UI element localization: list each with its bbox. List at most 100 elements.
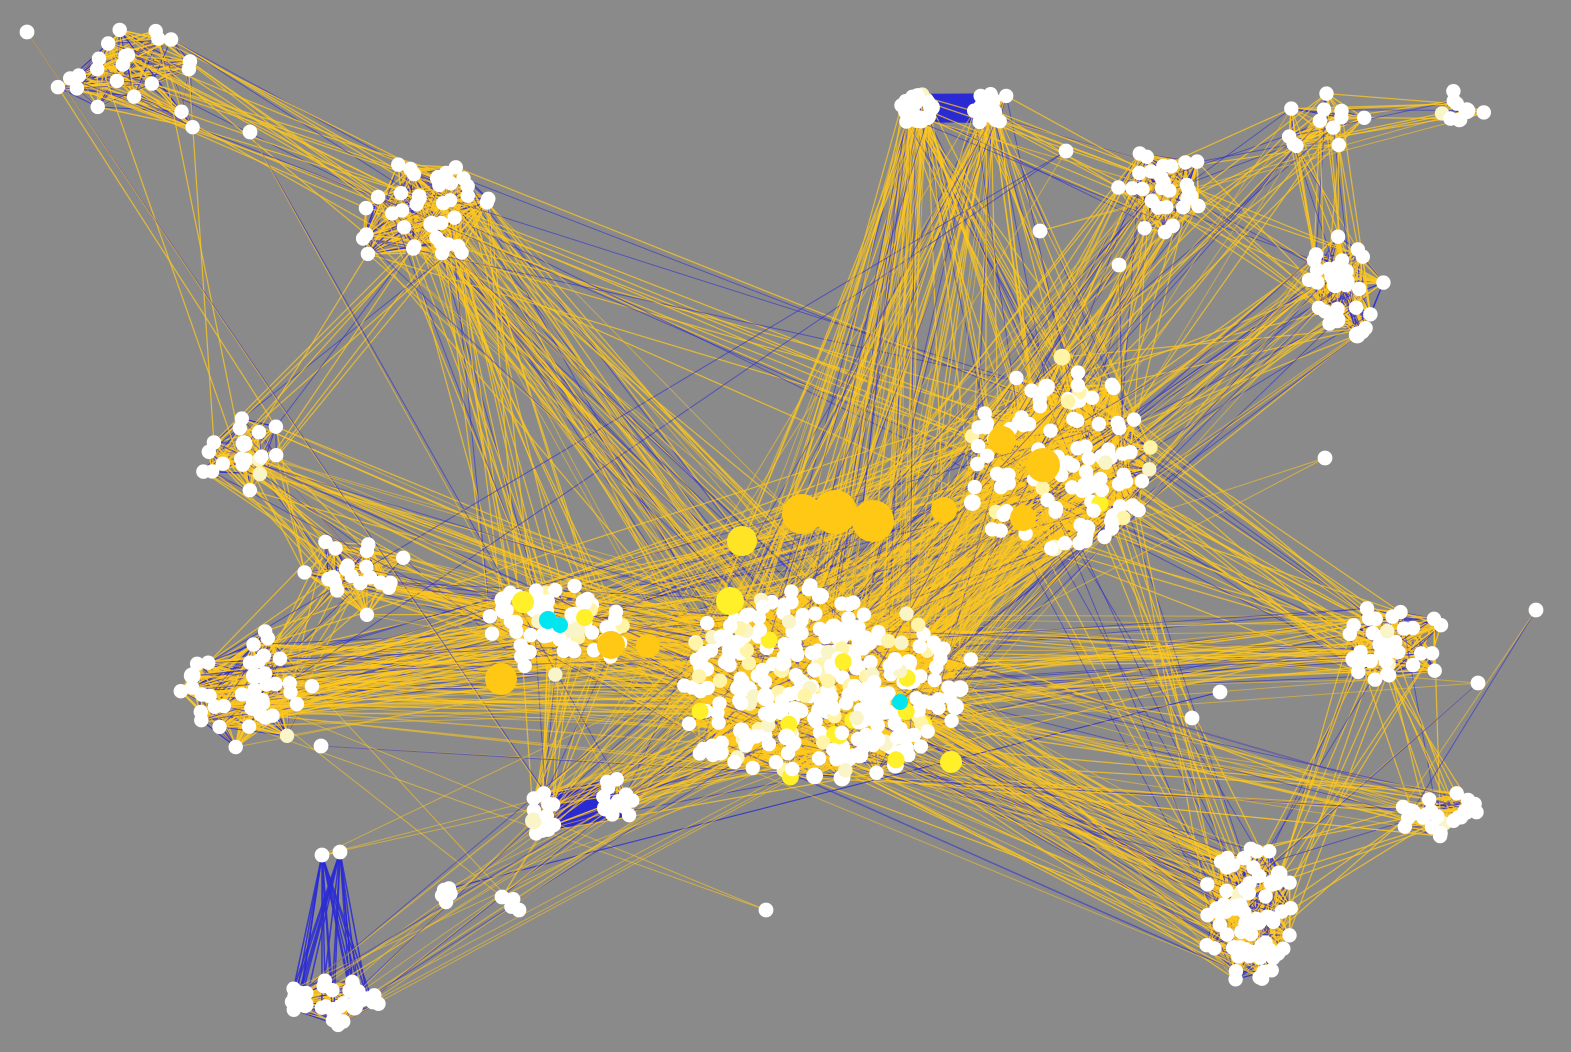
graph-node[interactable] bbox=[1091, 416, 1107, 432]
graph-node[interactable] bbox=[454, 245, 469, 260]
graph-node[interactable] bbox=[733, 671, 748, 686]
graph-node[interactable] bbox=[1231, 949, 1246, 964]
graph-node[interactable] bbox=[1162, 183, 1177, 198]
graph-node[interactable] bbox=[1064, 480, 1080, 495]
graph-node[interactable] bbox=[727, 754, 742, 770]
graph-node[interactable] bbox=[1057, 536, 1073, 551]
graph-node[interactable] bbox=[1048, 501, 1064, 516]
graph-node[interactable] bbox=[814, 588, 829, 603]
graph-node[interactable] bbox=[1312, 113, 1328, 128]
graph-node[interactable] bbox=[109, 73, 125, 89]
graph-node[interactable] bbox=[216, 698, 232, 714]
graph-node[interactable] bbox=[1284, 101, 1299, 116]
graph-node[interactable] bbox=[1104, 513, 1119, 529]
graph-node[interactable] bbox=[1415, 810, 1431, 825]
graph-node[interactable] bbox=[1351, 664, 1366, 680]
graph-node[interactable] bbox=[183, 667, 201, 685]
graph-node[interactable] bbox=[887, 751, 905, 769]
graph-node[interactable] bbox=[1104, 377, 1120, 392]
graph-node[interactable] bbox=[596, 789, 611, 804]
graph-node[interactable] bbox=[781, 614, 797, 629]
graph-node[interactable] bbox=[1112, 420, 1127, 436]
graph-node[interactable] bbox=[849, 710, 864, 726]
graph-node[interactable] bbox=[1009, 370, 1024, 386]
graph-node[interactable] bbox=[944, 713, 959, 728]
graph-node[interactable] bbox=[917, 110, 933, 126]
graph-node[interactable] bbox=[746, 689, 762, 704]
graph-node[interactable] bbox=[204, 464, 220, 479]
graph-node[interactable] bbox=[1241, 885, 1257, 901]
graph-node[interactable] bbox=[1243, 926, 1259, 942]
graph-node[interactable] bbox=[608, 611, 623, 626]
graph-node[interactable] bbox=[112, 22, 127, 38]
graph-node[interactable] bbox=[228, 739, 243, 755]
graph-node[interactable] bbox=[494, 889, 510, 905]
graph-node[interactable] bbox=[247, 682, 262, 698]
graph-node[interactable] bbox=[1264, 963, 1279, 978]
graph-node[interactable] bbox=[201, 444, 216, 459]
graph-node[interactable] bbox=[575, 593, 593, 611]
graph-node[interactable] bbox=[808, 606, 823, 621]
graph-node[interactable] bbox=[825, 618, 842, 636]
graph-node[interactable] bbox=[1335, 276, 1350, 291]
graph-node[interactable] bbox=[869, 765, 884, 780]
graph-node[interactable] bbox=[126, 89, 142, 104]
graph-node[interactable] bbox=[677, 678, 692, 693]
graph-node[interactable] bbox=[434, 215, 449, 231]
graph-node[interactable] bbox=[251, 425, 267, 440]
graph-node[interactable] bbox=[1178, 155, 1193, 170]
graph-node[interactable] bbox=[1357, 110, 1372, 126]
graph-node[interactable] bbox=[713, 629, 729, 644]
graph-node[interactable] bbox=[911, 703, 926, 719]
graph-node[interactable] bbox=[993, 523, 1008, 538]
highlighted-node-gold-hub-10[interactable] bbox=[597, 631, 625, 659]
graph-node[interactable] bbox=[1011, 415, 1027, 430]
graph-node[interactable] bbox=[1053, 348, 1071, 366]
graph-node[interactable] bbox=[1382, 668, 1397, 683]
graph-node[interactable] bbox=[358, 200, 374, 216]
graph-node[interactable] bbox=[710, 705, 725, 720]
graph-node[interactable] bbox=[923, 695, 939, 711]
graph-node[interactable] bbox=[385, 206, 400, 221]
graph-node[interactable] bbox=[1430, 809, 1445, 824]
graph-node[interactable] bbox=[330, 583, 345, 598]
graph-node[interactable] bbox=[1043, 423, 1058, 438]
graph-node[interactable] bbox=[269, 448, 284, 463]
graph-node[interactable] bbox=[752, 622, 767, 638]
graph-node[interactable] bbox=[536, 786, 551, 801]
graph-node[interactable] bbox=[1334, 103, 1349, 119]
graph-node[interactable] bbox=[806, 767, 823, 785]
graph-node[interactable] bbox=[1024, 383, 1039, 398]
graph-node[interactable] bbox=[1142, 462, 1157, 477]
highlighted-node-gold-hub-2[interactable] bbox=[813, 490, 857, 534]
graph-node[interactable] bbox=[829, 751, 844, 767]
graph-node[interactable] bbox=[1453, 112, 1468, 127]
graph-node[interactable] bbox=[864, 687, 879, 702]
graph-node[interactable] bbox=[906, 727, 922, 742]
graph-node[interactable] bbox=[1200, 877, 1215, 892]
highlighted-node-cyan-node-2[interactable] bbox=[552, 617, 568, 633]
graph-node[interactable] bbox=[1449, 96, 1465, 111]
graph-node[interactable] bbox=[1263, 874, 1281, 892]
graph-node[interactable] bbox=[963, 652, 978, 667]
graph-node[interactable] bbox=[332, 844, 348, 860]
graph-node[interactable] bbox=[1310, 275, 1325, 290]
graph-node[interactable] bbox=[894, 635, 909, 650]
graph-node[interactable] bbox=[1001, 475, 1016, 491]
graph-node[interactable] bbox=[785, 761, 800, 777]
graph-node[interactable] bbox=[289, 696, 305, 712]
graph-node[interactable] bbox=[568, 621, 586, 639]
graph-node[interactable] bbox=[758, 902, 774, 918]
graph-node[interactable] bbox=[1433, 618, 1449, 633]
graph-node[interactable] bbox=[232, 420, 247, 436]
graph-node[interactable] bbox=[898, 104, 913, 120]
graph-node[interactable] bbox=[1308, 247, 1324, 262]
graph-node[interactable] bbox=[1058, 143, 1074, 159]
graph-node[interactable] bbox=[234, 687, 250, 702]
graph-node[interactable] bbox=[1352, 281, 1367, 297]
graph-node[interactable] bbox=[548, 582, 563, 598]
graph-node[interactable] bbox=[1111, 257, 1127, 273]
graph-node[interactable] bbox=[1181, 182, 1196, 197]
graph-node[interactable] bbox=[881, 633, 896, 649]
